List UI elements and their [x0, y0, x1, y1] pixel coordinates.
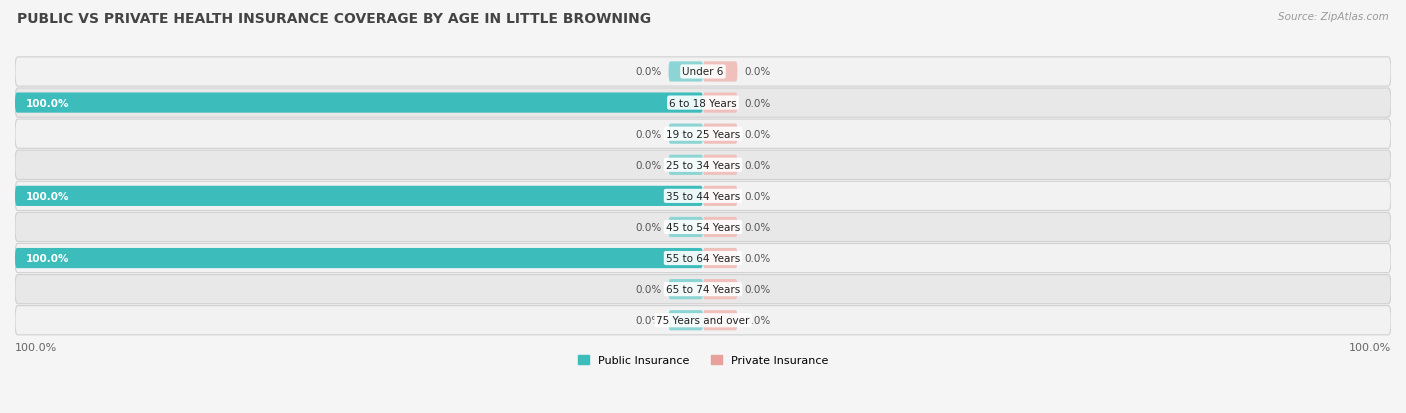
FancyBboxPatch shape	[15, 58, 1391, 87]
Text: 0.0%: 0.0%	[744, 223, 770, 233]
Text: 100.0%: 100.0%	[25, 98, 69, 108]
FancyBboxPatch shape	[669, 62, 703, 82]
Text: 0.0%: 0.0%	[636, 129, 662, 139]
FancyBboxPatch shape	[15, 306, 1391, 335]
FancyBboxPatch shape	[669, 124, 703, 145]
Text: 100.0%: 100.0%	[25, 254, 69, 263]
Text: 35 to 44 Years: 35 to 44 Years	[666, 191, 740, 202]
Text: 100.0%: 100.0%	[25, 191, 69, 202]
Text: 0.0%: 0.0%	[744, 316, 770, 325]
Text: 100.0%: 100.0%	[15, 342, 58, 352]
Text: 0.0%: 0.0%	[744, 98, 770, 108]
Text: PUBLIC VS PRIVATE HEALTH INSURANCE COVERAGE BY AGE IN LITTLE BROWNING: PUBLIC VS PRIVATE HEALTH INSURANCE COVER…	[17, 12, 651, 26]
FancyBboxPatch shape	[703, 248, 737, 268]
FancyBboxPatch shape	[15, 182, 1391, 211]
Text: 0.0%: 0.0%	[744, 129, 770, 139]
FancyBboxPatch shape	[15, 248, 703, 268]
FancyBboxPatch shape	[15, 275, 1391, 304]
FancyBboxPatch shape	[15, 244, 1391, 273]
FancyBboxPatch shape	[669, 279, 703, 299]
Text: 25 to 34 Years: 25 to 34 Years	[666, 160, 740, 170]
Text: 55 to 64 Years: 55 to 64 Years	[666, 254, 740, 263]
Text: Source: ZipAtlas.com: Source: ZipAtlas.com	[1278, 12, 1389, 22]
Text: 0.0%: 0.0%	[636, 285, 662, 294]
Text: 65 to 74 Years: 65 to 74 Years	[666, 285, 740, 294]
FancyBboxPatch shape	[669, 311, 703, 330]
FancyBboxPatch shape	[15, 186, 703, 206]
FancyBboxPatch shape	[669, 155, 703, 176]
FancyBboxPatch shape	[703, 217, 737, 237]
Text: 19 to 25 Years: 19 to 25 Years	[666, 129, 740, 139]
FancyBboxPatch shape	[15, 120, 1391, 149]
Text: 0.0%: 0.0%	[636, 160, 662, 170]
FancyBboxPatch shape	[703, 186, 737, 206]
Legend: Public Insurance, Private Insurance: Public Insurance, Private Insurance	[574, 351, 832, 370]
Text: 0.0%: 0.0%	[744, 254, 770, 263]
FancyBboxPatch shape	[703, 93, 737, 114]
FancyBboxPatch shape	[669, 217, 703, 237]
Text: 0.0%: 0.0%	[744, 160, 770, 170]
FancyBboxPatch shape	[703, 62, 737, 82]
Text: 100.0%: 100.0%	[1348, 342, 1391, 352]
Text: 0.0%: 0.0%	[744, 191, 770, 202]
Text: 45 to 54 Years: 45 to 54 Years	[666, 223, 740, 233]
FancyBboxPatch shape	[703, 311, 737, 330]
Text: Under 6: Under 6	[682, 67, 724, 77]
Text: 0.0%: 0.0%	[636, 67, 662, 77]
FancyBboxPatch shape	[15, 89, 1391, 118]
Text: 75 Years and over: 75 Years and over	[657, 316, 749, 325]
FancyBboxPatch shape	[703, 124, 737, 145]
Text: 0.0%: 0.0%	[636, 316, 662, 325]
Text: 0.0%: 0.0%	[744, 67, 770, 77]
Text: 0.0%: 0.0%	[636, 223, 662, 233]
FancyBboxPatch shape	[703, 155, 737, 176]
FancyBboxPatch shape	[15, 213, 1391, 242]
FancyBboxPatch shape	[15, 151, 1391, 180]
FancyBboxPatch shape	[703, 279, 737, 299]
FancyBboxPatch shape	[15, 93, 703, 114]
Text: 0.0%: 0.0%	[744, 285, 770, 294]
Text: 6 to 18 Years: 6 to 18 Years	[669, 98, 737, 108]
